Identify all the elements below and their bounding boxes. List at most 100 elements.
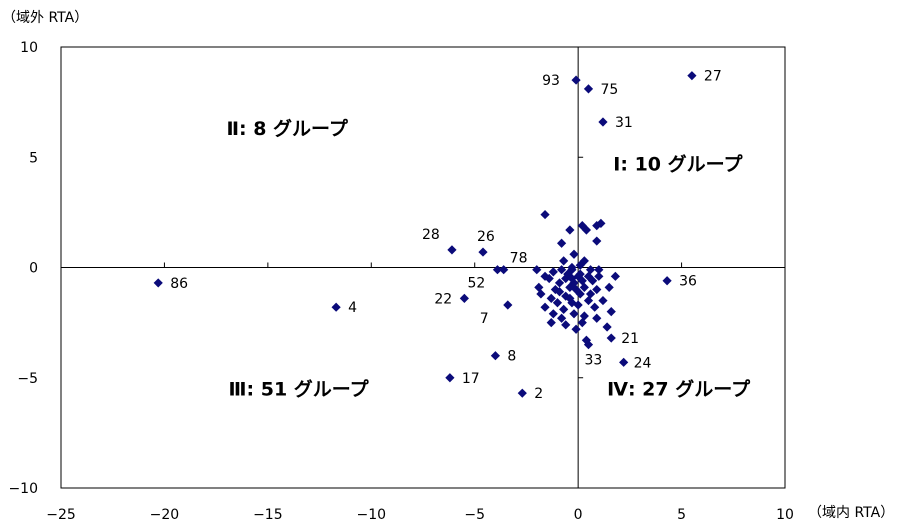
- quadrant-labels: Ⅱ: 8 グループ Ⅰ: 10 グループ Ⅲ: 51 グループ Ⅳ: 27 グループ: [226, 117, 751, 400]
- x-tick-label: 10: [776, 507, 794, 523]
- data-point: [571, 284, 581, 295]
- point-label: 24: [634, 355, 652, 371]
- point-label: 36: [679, 274, 697, 290]
- point-label: 52: [467, 276, 485, 292]
- data-point: [594, 265, 604, 275]
- quadrant-label-q4: Ⅳ: 27 グループ: [607, 377, 751, 400]
- point-label: 28: [422, 227, 440, 243]
- data-point: [575, 289, 585, 299]
- data-point: [561, 320, 571, 330]
- y-axis-label: （域外 RTA）: [2, 10, 88, 26]
- data-point: [585, 265, 596, 275]
- x-tick-label: −15: [253, 507, 283, 523]
- x-tick-label: 0: [574, 507, 583, 523]
- data-point: [594, 271, 604, 281]
- x-tick-label: −10: [357, 507, 387, 523]
- point-label: 86: [170, 276, 188, 292]
- data-point: [604, 282, 614, 292]
- data-point: [567, 298, 577, 308]
- data-point: [536, 289, 546, 299]
- quadrant-label-q3: Ⅲ: 51 グループ: [229, 377, 370, 400]
- data-point: [606, 333, 616, 343]
- data-point: [569, 309, 579, 319]
- data-point: [478, 247, 488, 257]
- data-point: [550, 284, 560, 295]
- data-point: [556, 238, 567, 248]
- point-label: 17: [462, 371, 480, 387]
- x-tick-label: −5: [464, 507, 485, 523]
- data-point: [559, 304, 569, 314]
- data-point: [619, 357, 629, 367]
- data-point: [559, 256, 569, 266]
- y-tick-label: 5: [29, 150, 38, 166]
- data-point: [459, 293, 469, 303]
- data-point: [552, 298, 563, 308]
- data-point: [577, 318, 587, 328]
- point-label: 26: [477, 229, 495, 245]
- data-point: [596, 218, 606, 228]
- data-point: [571, 324, 581, 334]
- data-point: [687, 71, 697, 81]
- data-point: [540, 209, 550, 220]
- data-point: [598, 295, 608, 306]
- data-point: [590, 302, 600, 312]
- point-label: 2: [534, 386, 543, 402]
- data-point: [569, 249, 579, 259]
- data-point: [581, 225, 592, 235]
- data-point: [662, 276, 672, 286]
- data-point: [540, 271, 550, 281]
- data-point: [532, 265, 542, 275]
- point-label: 8: [507, 349, 516, 365]
- data-point: [563, 269, 573, 279]
- y-tick-label: −5: [17, 371, 38, 387]
- data-point: [606, 307, 616, 317]
- data-point: [554, 278, 565, 288]
- axes: [60, 46, 786, 489]
- data-point: [592, 313, 602, 323]
- point-label: 78: [510, 251, 528, 267]
- data-point: [554, 287, 565, 297]
- data-point: [548, 267, 558, 277]
- x-tick-label: −20: [150, 507, 180, 523]
- y-tick-label: 0: [29, 261, 38, 277]
- data-point: [331, 302, 341, 312]
- data-point: [548, 309, 558, 319]
- data-point: [492, 265, 503, 275]
- data-point: [540, 302, 550, 312]
- x-tick-label: 5: [677, 507, 686, 523]
- data-point: [588, 276, 598, 286]
- data-point: [445, 373, 455, 383]
- data-point: [565, 293, 575, 303]
- point-label: 33: [584, 353, 602, 369]
- data-point: [447, 245, 457, 255]
- data-point: [571, 75, 581, 85]
- data-point: [602, 322, 612, 332]
- point-label: 22: [434, 291, 452, 307]
- data-point: [585, 289, 596, 299]
- data-point: [561, 273, 571, 284]
- data-point: [579, 282, 589, 292]
- point-label: 93: [542, 73, 560, 89]
- data-points: [153, 71, 697, 398]
- data-point: [546, 318, 556, 328]
- data-point: [583, 271, 594, 281]
- data-point: [561, 291, 571, 301]
- data-point: [581, 335, 592, 345]
- data-point: [575, 260, 585, 270]
- tick-labels: −25 −20 −15 −10 −5 0 5 10 −10 −5 0 5 10: [8, 40, 793, 523]
- data-point: [598, 117, 608, 127]
- data-point: [567, 262, 577, 273]
- point-label: 75: [600, 82, 618, 98]
- point-label: 27: [704, 69, 722, 85]
- y-tick-label: 10: [20, 40, 38, 56]
- data-point: [546, 293, 556, 303]
- point-label: 21: [621, 331, 639, 347]
- data-point: [556, 265, 567, 275]
- data-point: [592, 284, 602, 295]
- data-point: [577, 276, 587, 286]
- data-point: [565, 225, 575, 235]
- x-tick-label: −25: [46, 507, 76, 523]
- data-point: [592, 236, 602, 246]
- data-point: [544, 273, 554, 284]
